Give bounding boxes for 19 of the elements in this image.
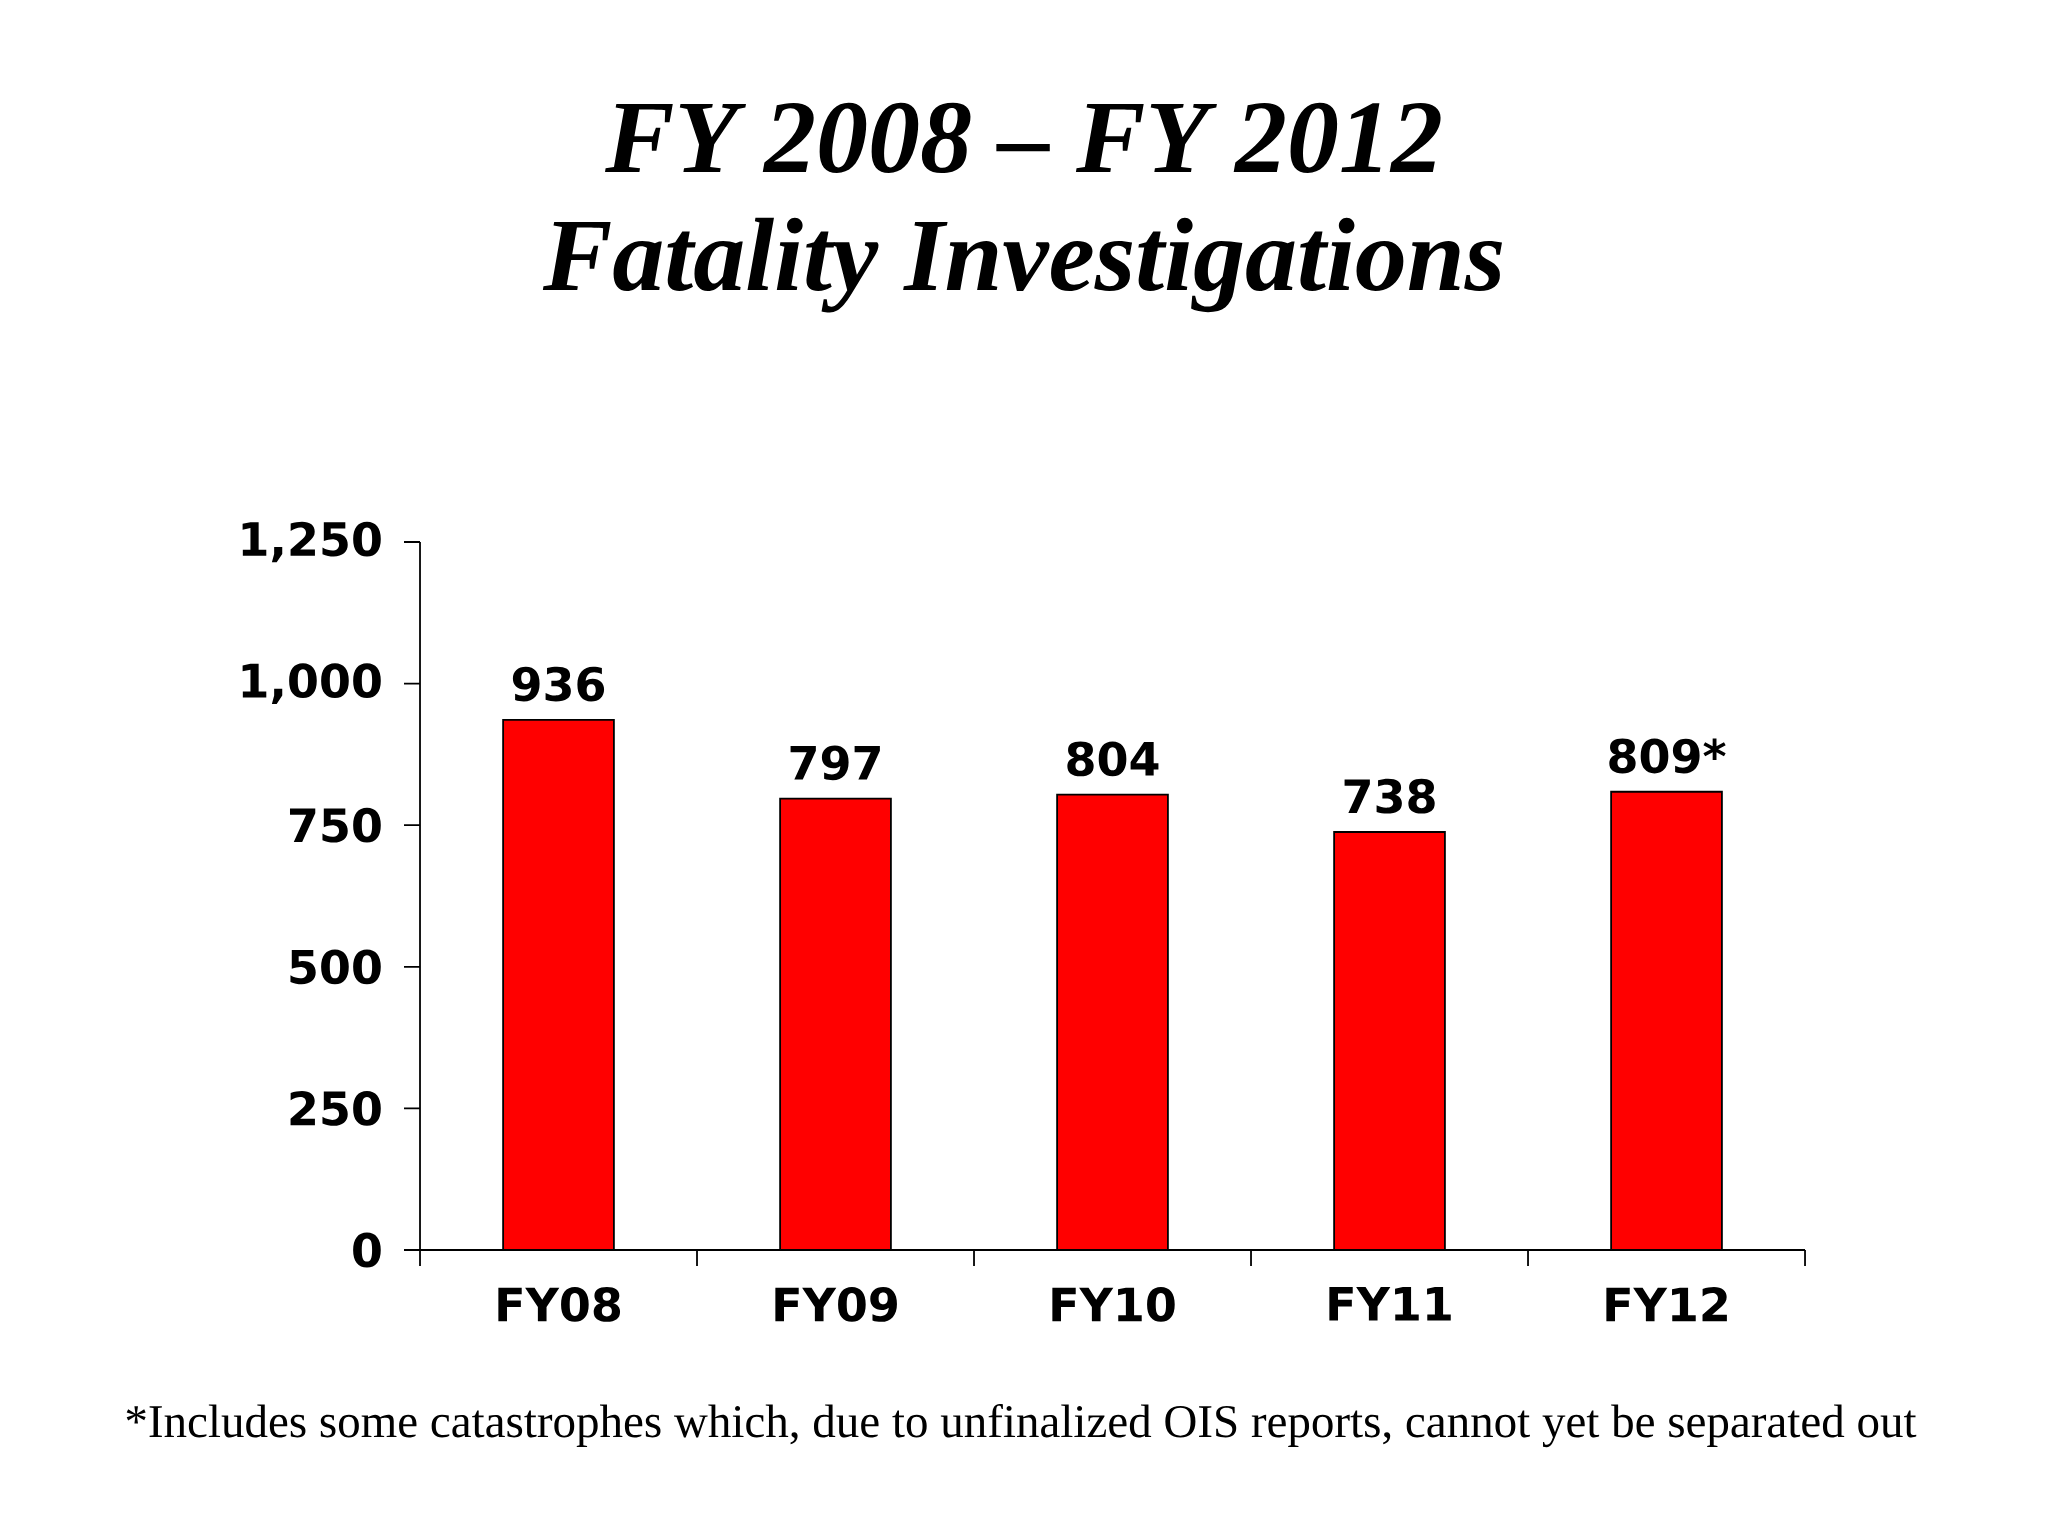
x-tick-label: FY08	[498, 1287, 621, 1322]
y-tick-label: 1,000	[242, 663, 381, 704]
data-label: 936	[512, 666, 605, 702]
text: *Includes some catastrophes which, due to unfinalized OIS reports, cannot yet be separated out	[126, 1403, 1917, 1448]
chart-subtitle: Fatality Investigations	[542, 217, 1502, 313]
data-label: 797	[790, 745, 880, 781]
y-tick-label: 1,250	[242, 521, 381, 563]
x-tick-label: FY11	[1329, 1287, 1451, 1321]
x-tick-label: FY10	[1052, 1287, 1175, 1322]
y-tick-label: 250	[290, 1090, 381, 1126]
data-label: 738	[1344, 778, 1435, 814]
x-tick-label: FY09	[775, 1287, 897, 1322]
y-tick-label: 500	[290, 949, 381, 985]
data-label: 809*	[1609, 738, 1726, 774]
y-tick-label: 750	[289, 807, 381, 843]
x-tick-label: FY12	[1606, 1287, 1727, 1322]
data-label: 804	[1067, 741, 1159, 777]
chart-title: FY 2008 – FY 2012	[605, 102, 1441, 173]
y-tick-label: 0	[353, 1232, 381, 1268]
